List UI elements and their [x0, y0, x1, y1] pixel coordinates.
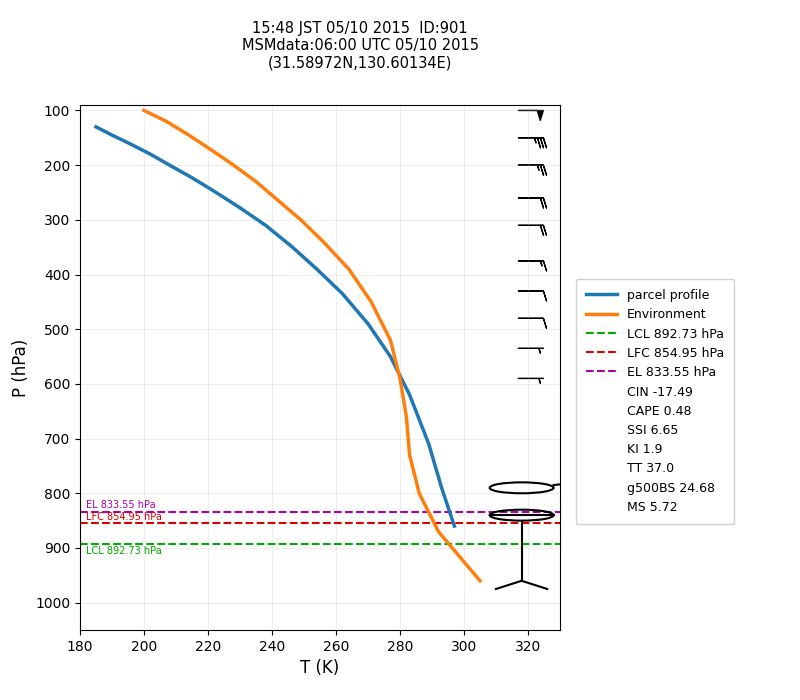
Environment — [434, 527, 443, 536]
Environment — [414, 489, 424, 498]
parcel profile — [126, 140, 136, 148]
Environment — [318, 237, 328, 246]
Environment — [386, 336, 395, 344]
Environment — [344, 265, 354, 273]
parcel profile — [165, 161, 174, 169]
parcel profile — [187, 174, 197, 182]
parcel profile — [405, 391, 414, 399]
parcel profile — [107, 131, 117, 139]
parcel profile — [286, 242, 296, 251]
Environment — [366, 298, 376, 306]
Environment — [274, 197, 283, 205]
Environment — [206, 146, 216, 154]
Environment — [405, 451, 414, 459]
Environment — [184, 131, 194, 139]
parcel profile — [146, 150, 155, 158]
Environment — [395, 374, 405, 383]
Y-axis label: P (hPa): P (hPa) — [11, 338, 30, 397]
Environment — [251, 177, 261, 186]
Environment — [475, 577, 485, 585]
parcel profile — [424, 440, 434, 448]
parcel profile — [235, 204, 245, 212]
parcel profile — [363, 319, 373, 328]
parcel profile — [312, 265, 322, 273]
Environment — [229, 161, 238, 169]
parcel profile — [386, 352, 395, 361]
parcel profile — [91, 122, 101, 131]
X-axis label: T (K): T (K) — [300, 659, 340, 678]
Legend: parcel profile, Environment, LCL 892.73 hPa, LFC 854.95 hPa, EL 833.55 hPa, CIN : parcel profile, Environment, LCL 892.73 … — [576, 279, 734, 524]
Text: 15:48 JST 05/10 2015  ID:901
MSMdata:06:00 UTC 05/10 2015
(31.58972N,130.60134E): 15:48 JST 05/10 2015 ID:901 MSMdata:06:0… — [242, 21, 478, 71]
parcel profile — [437, 484, 446, 492]
Line: parcel profile: parcel profile — [96, 127, 454, 526]
Environment — [139, 106, 149, 115]
Environment — [402, 412, 411, 421]
Text: EL 833.55 hPa: EL 833.55 hPa — [86, 500, 156, 510]
Line: Environment: Environment — [144, 111, 480, 581]
parcel profile — [261, 221, 270, 230]
Environment — [162, 117, 171, 125]
Text: LFC 854.95 hPa: LFC 854.95 hPa — [86, 512, 162, 522]
parcel profile — [210, 187, 219, 195]
Environment — [296, 216, 306, 224]
parcel profile — [450, 522, 459, 531]
Text: LCL 892.73 hPa: LCL 892.73 hPa — [86, 545, 162, 556]
parcel profile — [338, 290, 347, 298]
